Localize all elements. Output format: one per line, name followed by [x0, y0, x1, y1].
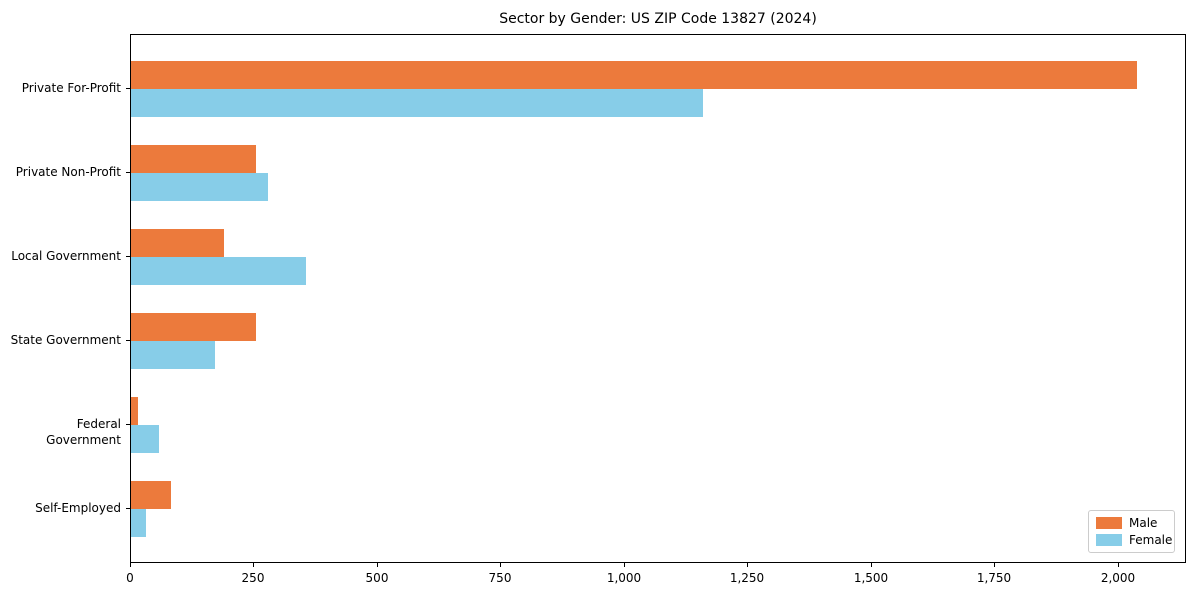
- legend-entry-male: Male: [1096, 515, 1174, 530]
- y-axis-tick: [126, 172, 130, 173]
- legend-entry-female: Female: [1096, 532, 1174, 547]
- y-axis-tick: [126, 88, 130, 89]
- bar-male-private-non-profit: [131, 145, 256, 173]
- x-tick-label: 1,000: [606, 571, 642, 585]
- x-tick-label: 1,250: [729, 571, 765, 585]
- x-axis-tick: [377, 563, 378, 567]
- x-tick-label: 750: [488, 571, 512, 585]
- x-tick-label: 0: [126, 571, 134, 585]
- x-axis-tick: [994, 563, 995, 567]
- x-axis-tick: [130, 563, 131, 567]
- y-tick-label: Local Government: [11, 249, 121, 263]
- x-axis-tick: [500, 563, 501, 567]
- legend-label-male: Male: [1129, 515, 1158, 530]
- y-tick-label: Self-Employed: [35, 501, 121, 515]
- y-tick-label: Private For-Profit: [21, 81, 121, 95]
- y-tick-label: Private Non-Profit: [15, 165, 121, 179]
- bar-female-state-government: [131, 341, 215, 369]
- x-tick-label: 250: [241, 571, 265, 585]
- legend-label-female: Female: [1129, 532, 1173, 547]
- bar-male-local-government: [131, 229, 224, 257]
- bar-female-local-government: [131, 257, 306, 285]
- plot-area: [130, 34, 1186, 563]
- y-axis-tick: [126, 508, 130, 509]
- y-axis-tick: [126, 256, 130, 257]
- bar-female-federal-government: [131, 425, 159, 453]
- bar-male-private-for-profit: [131, 61, 1137, 89]
- bar-male-self-employed: [131, 481, 171, 509]
- x-axis-tick: [747, 563, 748, 567]
- legend-swatch-female: [1096, 534, 1122, 546]
- x-tick-label: 1,750: [976, 571, 1012, 585]
- x-axis-tick: [871, 563, 872, 567]
- bar-female-private-for-profit: [131, 89, 703, 117]
- bar-female-self-employed: [131, 509, 146, 537]
- bar-female-private-non-profit: [131, 173, 268, 201]
- y-tick-label: State Government: [10, 333, 121, 347]
- x-tick-label: 2,000: [1100, 571, 1136, 585]
- x-tick-label: 500: [365, 571, 389, 585]
- bar-male-state-government: [131, 313, 256, 341]
- x-axis-tick: [253, 563, 254, 567]
- y-tick-label: Federal Government: [46, 417, 121, 447]
- bar-male-federal-government: [131, 397, 138, 425]
- y-axis-tick: [126, 340, 130, 341]
- chart-title: Sector by Gender: US ZIP Code 13827 (202…: [499, 11, 817, 27]
- x-tick-label: 1,500: [853, 571, 889, 585]
- legend: Male Female: [1088, 510, 1175, 553]
- y-axis-tick: [126, 424, 130, 425]
- x-axis-tick: [1118, 563, 1119, 567]
- x-axis-tick: [624, 563, 625, 567]
- legend-swatch-male: [1096, 517, 1122, 529]
